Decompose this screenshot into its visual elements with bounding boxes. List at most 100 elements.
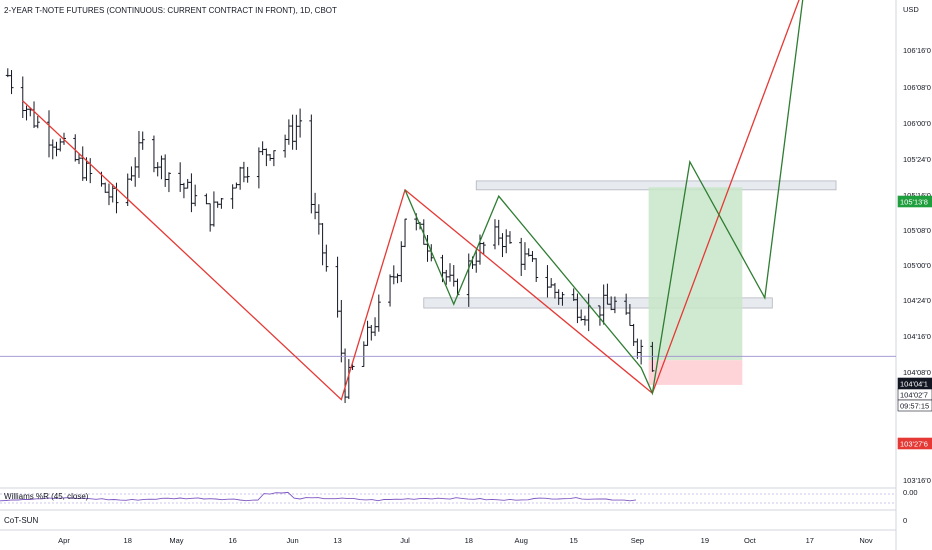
ohlc-bar <box>309 114 314 214</box>
ohlc-bar <box>219 198 224 209</box>
ohlc-bar <box>549 278 554 288</box>
ohlc-bar <box>110 184 115 203</box>
ohlc-bar <box>234 182 239 189</box>
ohlc-bar <box>204 193 209 205</box>
ohlc-bar <box>208 203 213 232</box>
ohlc-bar <box>627 304 632 326</box>
countdown-label: 09:57:15 <box>900 402 929 411</box>
sr-zone-1 <box>423 297 773 309</box>
ohlc-bar <box>166 172 171 193</box>
currency-label: USD <box>903 5 919 14</box>
ohlc-bar <box>373 317 378 337</box>
ohlc-bar <box>290 114 295 150</box>
ohlc-bar <box>466 253 471 307</box>
ohlc-bar <box>631 323 636 346</box>
ohlc-bar <box>365 320 370 346</box>
ohlc-bar <box>560 291 565 306</box>
price-label-box <box>897 399 932 412</box>
ohlc-bar <box>260 141 265 156</box>
y-tick-label: 105'00'0 <box>903 261 931 270</box>
ohlc-bar <box>545 265 550 298</box>
ohlc-bar <box>451 265 456 287</box>
cot-value: 0 <box>903 516 907 525</box>
ohlc-bar <box>35 116 40 129</box>
ohlc-bar <box>106 183 111 206</box>
ohlc-bar <box>294 114 299 150</box>
ohlc-bar <box>20 76 25 118</box>
x-tick-label: Nov <box>859 536 873 545</box>
ohlc-bar <box>395 273 400 284</box>
ohlc-bar <box>256 147 261 189</box>
ohlc-bar <box>343 348 348 404</box>
ohlc-bar <box>80 146 85 181</box>
ohlc-bar <box>335 256 340 318</box>
ohlc-bar <box>624 293 629 315</box>
x-tick-label: Jul <box>400 536 410 545</box>
x-tick-label: Sep <box>631 536 644 545</box>
ohlc-bar <box>575 293 580 324</box>
ohlc-bar <box>496 219 501 246</box>
ohlc-bar <box>178 162 183 192</box>
ohlc-bar <box>605 283 610 305</box>
long-stop-zone <box>648 360 743 385</box>
ohlc-bar <box>5 68 10 78</box>
ohlc-bar <box>50 139 55 160</box>
price-label: 104'02'7 <box>900 391 928 400</box>
ohlc-bar <box>522 242 527 271</box>
ohlc-bar <box>504 229 509 254</box>
ohlc-bar <box>403 218 408 248</box>
ohlc-bar <box>193 184 198 207</box>
ohlc-bar <box>519 237 524 277</box>
y-tick-label: 106'16'0 <box>903 46 931 55</box>
x-tick-label: 17 <box>806 536 814 545</box>
ohlc-bar <box>324 244 329 272</box>
ohlc-bar <box>129 166 134 181</box>
x-tick-label: 18 <box>465 536 473 545</box>
y-tick-label: 106'08'0 <box>903 83 931 92</box>
ohlc-bar <box>534 258 539 282</box>
ohlc-bar <box>163 154 168 187</box>
green-projection-line <box>404 0 804 396</box>
ohlc-bar <box>159 155 164 180</box>
williams-value: 0.00 <box>903 488 918 497</box>
ohlc-bar <box>552 282 557 299</box>
ohlc-bar <box>421 219 426 245</box>
ohlc-bar <box>597 305 602 326</box>
ohlc-bar <box>526 248 531 257</box>
x-tick-label: 15 <box>570 536 578 545</box>
y-tick-label: 104'24'0 <box>903 296 931 305</box>
ohlc-bar <box>369 324 374 341</box>
ohlc-bar <box>230 184 235 209</box>
ohlc-bar <box>492 219 497 250</box>
y-tick-label: 105'24'0 <box>903 155 931 164</box>
ohlc-bar <box>238 166 243 190</box>
x-tick-label: Aug <box>515 536 528 545</box>
long-target-zone <box>648 187 743 361</box>
ohlc-bar <box>76 153 81 165</box>
ohlc-bar <box>24 105 29 121</box>
ohlc-bar <box>125 173 130 206</box>
y-tick-label: 106'00'0 <box>903 119 931 128</box>
ohlc-bar <box>612 296 617 314</box>
chart-title: 2-YEAR T-NOTE FUTURES (CONTINUOUS: CURRE… <box>4 6 337 15</box>
williams-label: Williams %R (45, close) <box>4 492 89 501</box>
ohlc-bar <box>376 294 381 332</box>
ohlc-bar <box>271 150 276 167</box>
ohlc-bar <box>268 154 273 161</box>
ohlc-bar <box>316 204 321 235</box>
ohlc-bar <box>151 135 156 173</box>
ohlc-bar <box>185 178 190 189</box>
ohlc-bar <box>73 134 78 162</box>
ohlc-bar <box>155 162 160 177</box>
ohlc-bar <box>181 182 186 199</box>
ohlc-bar <box>58 138 63 152</box>
ohlc-bar <box>635 338 640 359</box>
ohlc-bar <box>320 223 325 266</box>
cot-label: CoT-SUN <box>4 516 39 525</box>
ohlc-bar <box>388 274 393 307</box>
ohlc-bar <box>361 341 366 367</box>
ohlc-bar <box>47 110 52 158</box>
y-tick-label: 105'16'0 <box>903 191 931 200</box>
ohlc-bar <box>391 265 396 285</box>
